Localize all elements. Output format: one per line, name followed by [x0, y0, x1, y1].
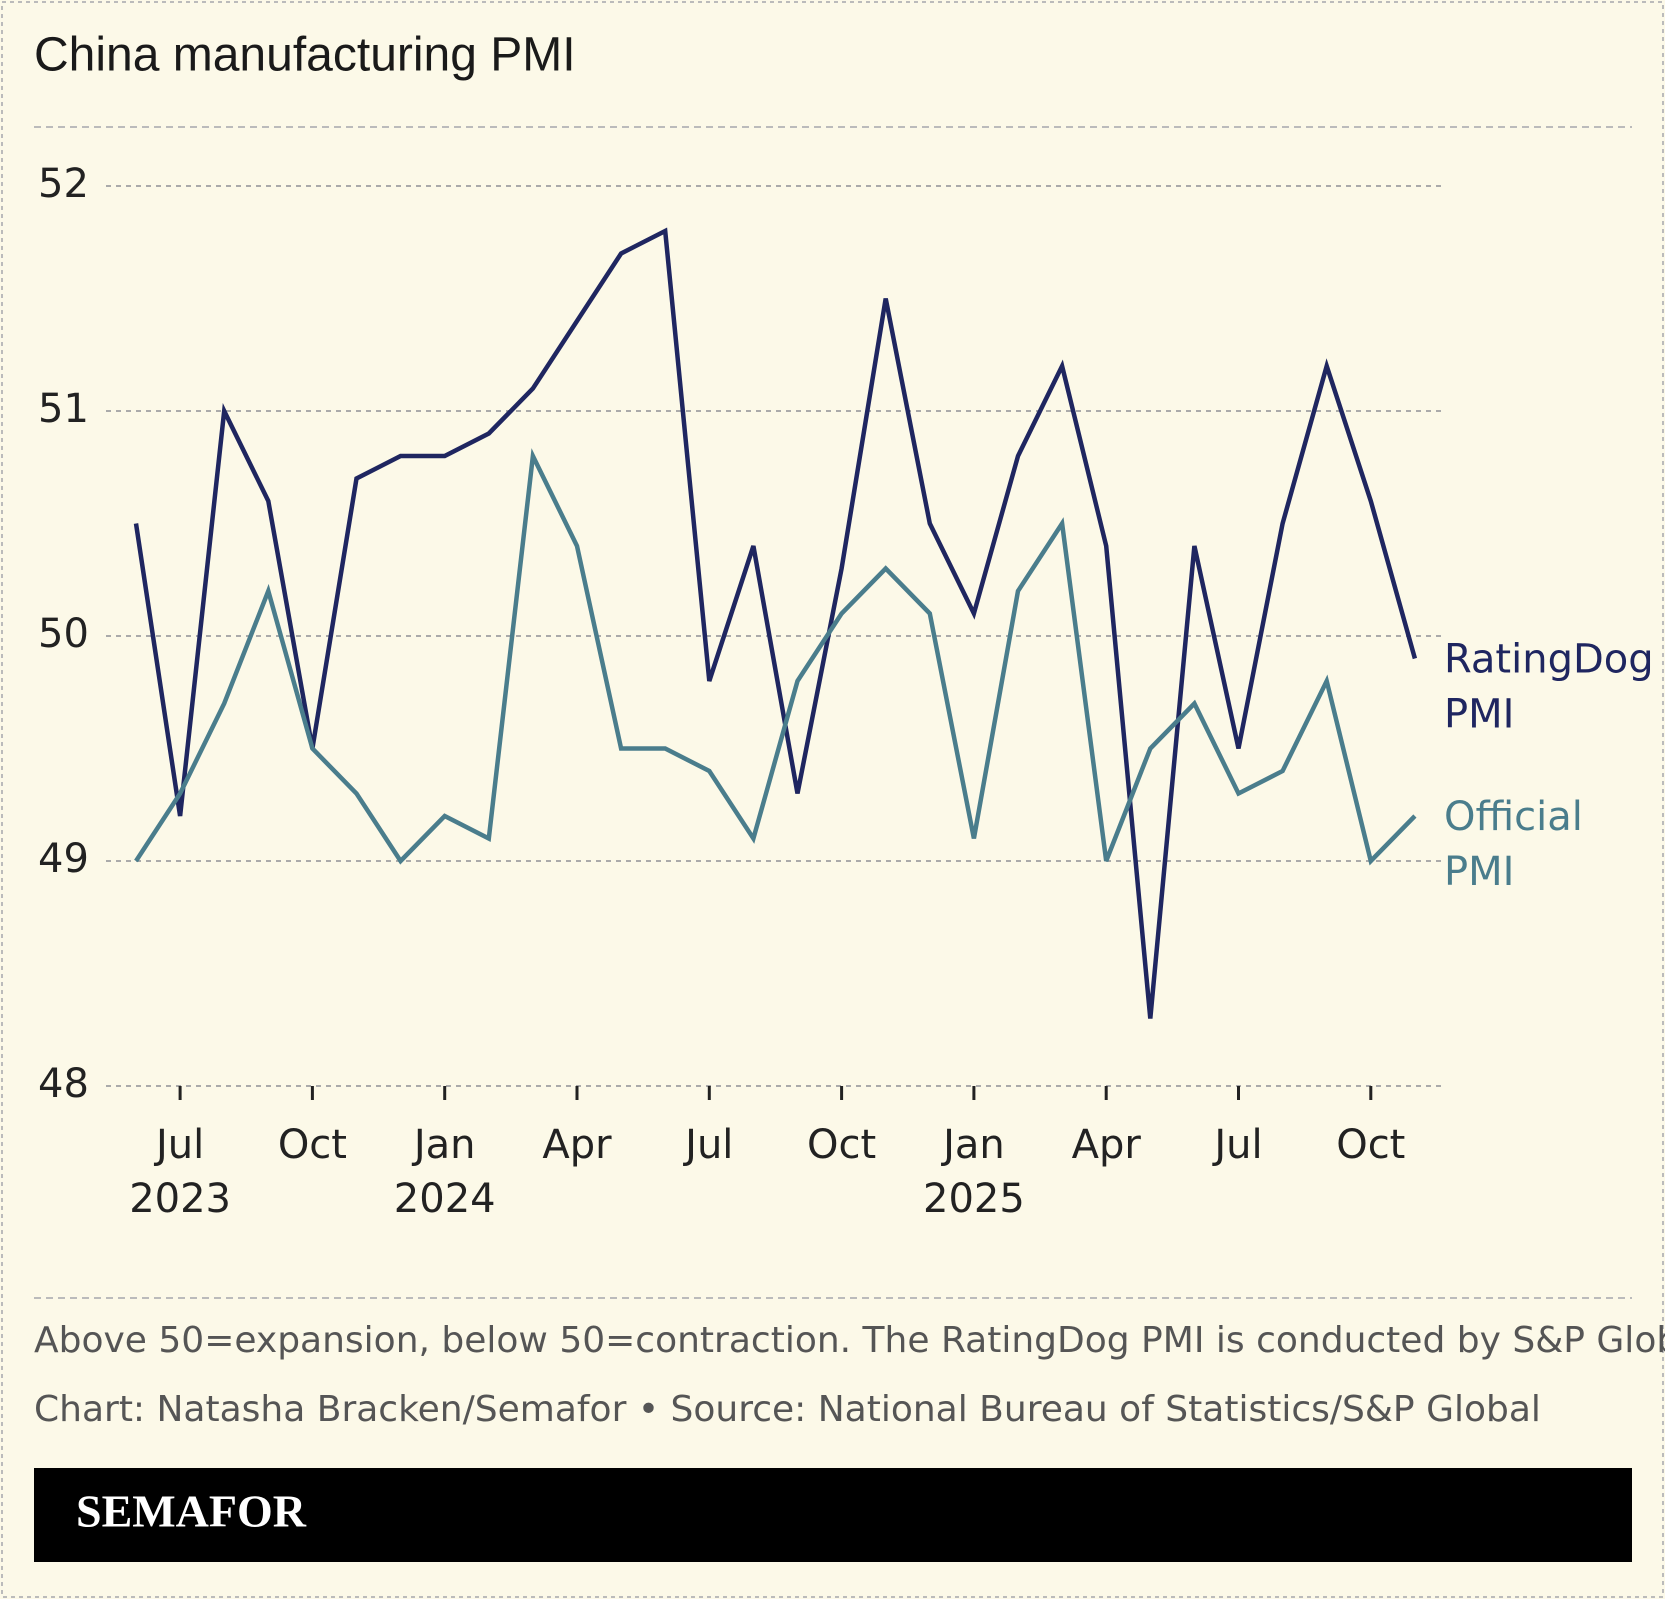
- line: [134, 448, 1417, 866]
- x-tick-label: Oct: [807, 1122, 876, 1168]
- y-tick-label: 52: [38, 161, 89, 207]
- y-tick-label: 48: [38, 1061, 89, 1107]
- legend-label: RatingDog PMI: [1444, 637, 1654, 738]
- x-tick-label: Jan 2025: [923, 1122, 1025, 1222]
- x-tick-label: Apr: [1072, 1122, 1142, 1168]
- note: Above 50=expansion, below 50=contraction…: [34, 1320, 1665, 1361]
- x-tick-label: Oct: [1336, 1122, 1405, 1168]
- x-tick-label: Oct: [278, 1122, 347, 1168]
- y-tick-label: 50: [38, 611, 89, 657]
- y-tick-label: 51: [38, 386, 89, 432]
- chart-title: China manufacturing PMI: [34, 29, 576, 82]
- legend-label: Official PMI: [1444, 794, 1583, 895]
- line: [133, 227, 1418, 1019]
- x-tick-label: Jul 2023: [129, 1122, 231, 1222]
- x-tick-label: Apr: [542, 1122, 612, 1168]
- credit: Chart: Natasha Bracken/Semafor • Source:…: [34, 1389, 1541, 1430]
- brand: SEMAFOR: [76, 1486, 307, 1537]
- y-tick-label: 49: [38, 836, 89, 882]
- x-tick-label: Jul: [682, 1122, 733, 1168]
- x-tick-label: Jan 2024: [394, 1122, 496, 1222]
- brand-bar: [34, 1468, 1632, 1562]
- x-tick-label: Jul: [1211, 1122, 1262, 1168]
